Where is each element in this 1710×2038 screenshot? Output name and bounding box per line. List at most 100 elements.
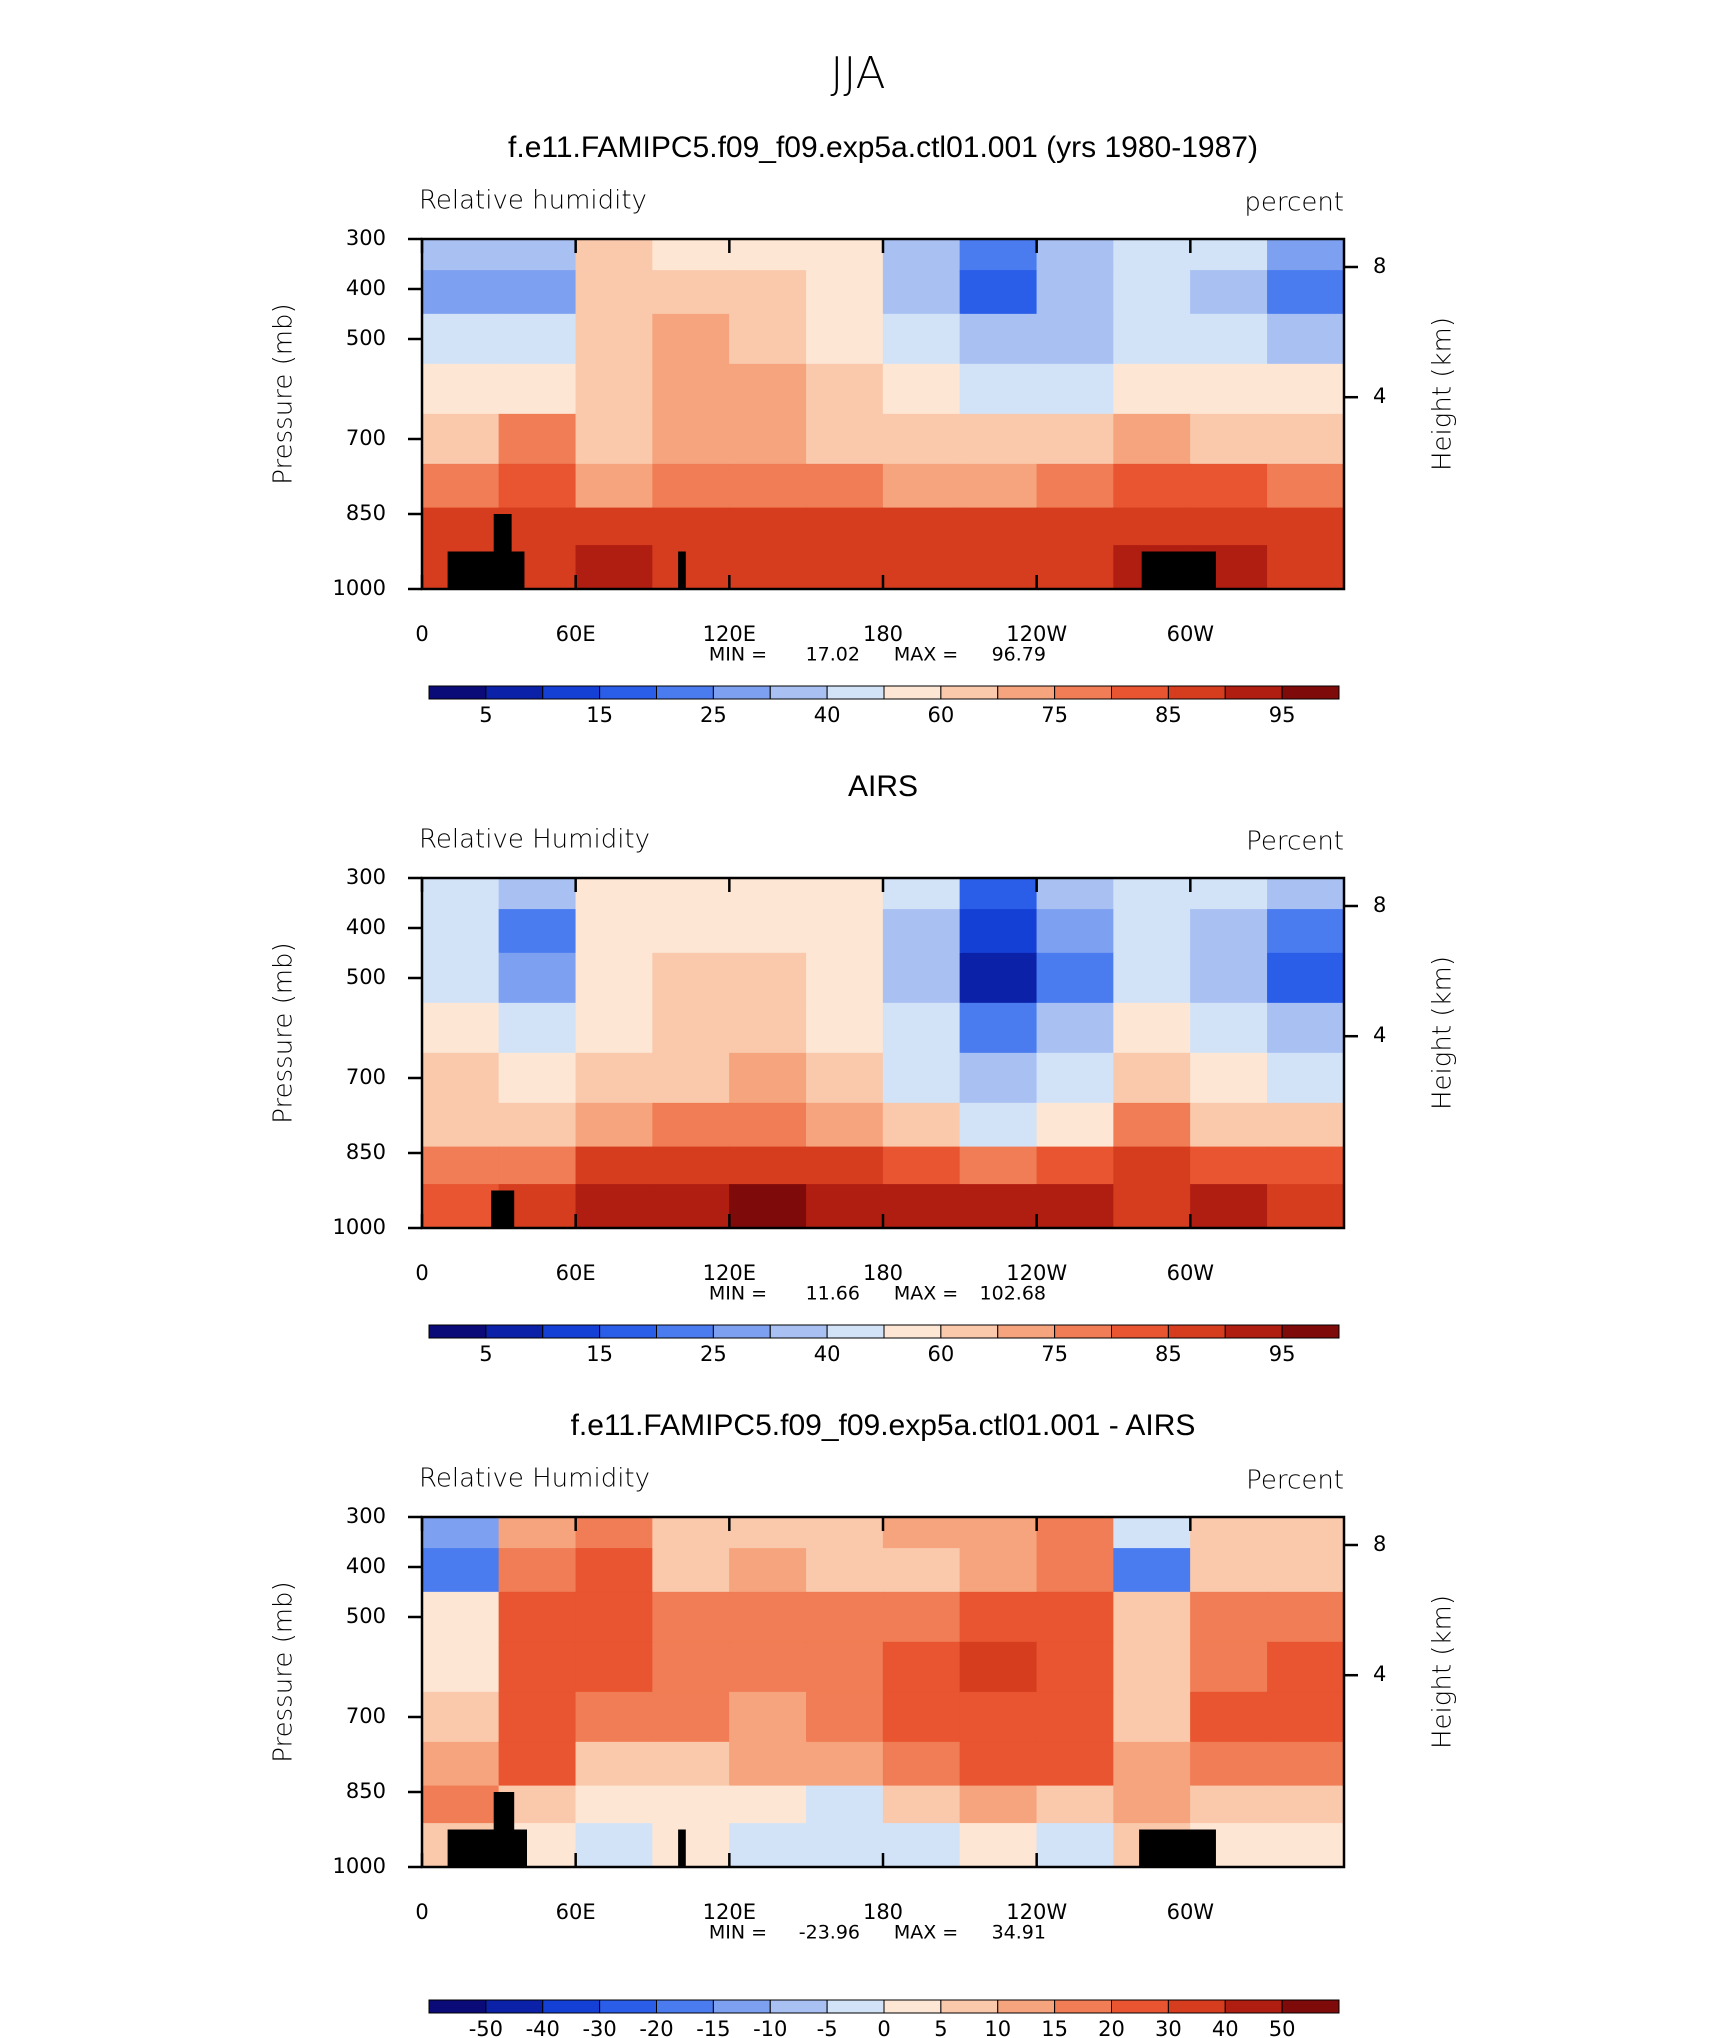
colorbar-box <box>1054 1324 1112 1339</box>
field-cell <box>959 877 1038 911</box>
field-cell <box>652 363 731 415</box>
field-cell <box>652 1823 731 1868</box>
panel-title: AIRS <box>848 770 918 803</box>
field-cell <box>1113 1184 1192 1229</box>
field-cell <box>729 545 807 590</box>
min-label: MIN = <box>709 1283 767 1305</box>
x-tick-label: 180 <box>863 1900 903 1924</box>
field-cell <box>1267 909 1345 954</box>
y-tick-label: 300 <box>346 1504 386 1528</box>
field-cell <box>729 1641 807 1693</box>
max-label: MAX = <box>894 1283 958 1305</box>
y-axis-title: Pressure (mb) <box>269 1581 299 1762</box>
field-cell <box>1036 1741 1115 1787</box>
colorbar-box <box>1281 685 1340 700</box>
colorbar-label: 40 <box>814 1342 841 1366</box>
figure-title: JJA <box>830 48 885 99</box>
field-cell <box>1113 909 1192 954</box>
field-cell <box>575 1184 654 1229</box>
x-tick-label: 0 <box>415 1900 428 1924</box>
field-cell <box>1190 1002 1268 1054</box>
field-cell <box>1190 877 1268 911</box>
field-cell <box>575 1785 654 1824</box>
right-label: Percent <box>1246 827 1344 857</box>
field-cell <box>575 1102 654 1148</box>
field-cell <box>575 1823 654 1868</box>
field-cell <box>421 270 500 315</box>
field-cell <box>652 1741 731 1787</box>
field-cell <box>959 270 1038 315</box>
field-cell <box>1113 1785 1192 1824</box>
min-value: -23.96 <box>799 1922 860 1944</box>
field-cell <box>806 1146 884 1185</box>
colorbar-label: -20 <box>639 2017 673 2038</box>
field-cell <box>1113 1591 1192 1643</box>
colorbar-label: 25 <box>700 703 727 727</box>
colorbar-box <box>940 685 999 700</box>
field-cell <box>652 413 731 465</box>
field-cell <box>806 507 884 546</box>
panel: f.e11.FAMIPC5.f09_f09.exp5a.ctl01.001 - … <box>269 1409 1458 2038</box>
field-cell <box>1267 270 1345 315</box>
field-cell <box>498 270 577 315</box>
field-cell <box>1190 270 1268 315</box>
field-cell <box>575 1146 654 1185</box>
field-cell <box>652 463 731 509</box>
y2-tick-label: 8 <box>1373 254 1386 278</box>
field-cell <box>652 1102 731 1148</box>
field-cell <box>652 1691 731 1743</box>
colorbar-label: 5 <box>934 2017 947 2038</box>
field-cell <box>421 1691 500 1743</box>
left-label: Relative Humidity <box>419 1464 650 1494</box>
field-cell <box>729 1691 807 1743</box>
panel-title: f.e11.FAMIPC5.f09_f09.exp5a.ctl01.001 - … <box>571 1409 1196 1442</box>
field-cell <box>1036 952 1115 1004</box>
field-cell <box>1036 1785 1115 1824</box>
field-cell <box>421 1184 500 1229</box>
field-cell <box>959 1548 1038 1593</box>
field-cell <box>498 1516 577 1550</box>
field-cell <box>806 545 884 590</box>
y-tick-label: 700 <box>346 426 386 450</box>
field-cell <box>1036 1548 1115 1593</box>
field-cell <box>729 413 807 465</box>
field-cell <box>1113 313 1192 365</box>
min-label: MIN = <box>709 644 767 666</box>
topography-mask <box>447 1829 528 1867</box>
field-cell <box>959 363 1038 415</box>
field-cell <box>882 1741 961 1787</box>
colorbar-box <box>997 685 1056 700</box>
colorbar-box <box>1224 1999 1283 2014</box>
colorbar-label: 60 <box>928 703 955 727</box>
field-cell <box>1113 1052 1192 1104</box>
field-cell <box>1190 1641 1268 1693</box>
y2-tick-label: 8 <box>1373 1532 1386 1556</box>
x-tick-label: 60E <box>556 1900 596 1924</box>
field-cell <box>1267 1102 1345 1148</box>
field-cell <box>575 1691 654 1743</box>
min-label: MIN = <box>709 1922 767 1944</box>
field-cell <box>498 1691 577 1743</box>
field-cell <box>1267 1052 1345 1104</box>
field-cell <box>1190 313 1268 365</box>
field-cell <box>806 1184 884 1229</box>
field-cell <box>882 270 961 315</box>
field-cell <box>575 1741 654 1787</box>
y2-tick-label: 4 <box>1373 384 1386 408</box>
field-cell <box>1113 507 1192 546</box>
field-cell <box>882 1102 961 1148</box>
field-cell <box>806 1516 884 1550</box>
x-tick-label: 180 <box>863 1261 903 1285</box>
colorbar-label: 5 <box>479 1342 492 1366</box>
field-cell <box>882 1146 961 1185</box>
field-cell <box>729 463 807 509</box>
colorbar-box <box>883 1999 942 2014</box>
colorbar-box <box>997 1999 1056 2014</box>
x-tick-label: 60W <box>1167 1900 1215 1924</box>
field-cell <box>652 1641 731 1693</box>
y-tick-label: 700 <box>346 1065 386 1089</box>
x-tick-label: 180 <box>863 622 903 646</box>
colorbar-box <box>826 1324 885 1339</box>
colorbar-box <box>428 1999 487 2014</box>
